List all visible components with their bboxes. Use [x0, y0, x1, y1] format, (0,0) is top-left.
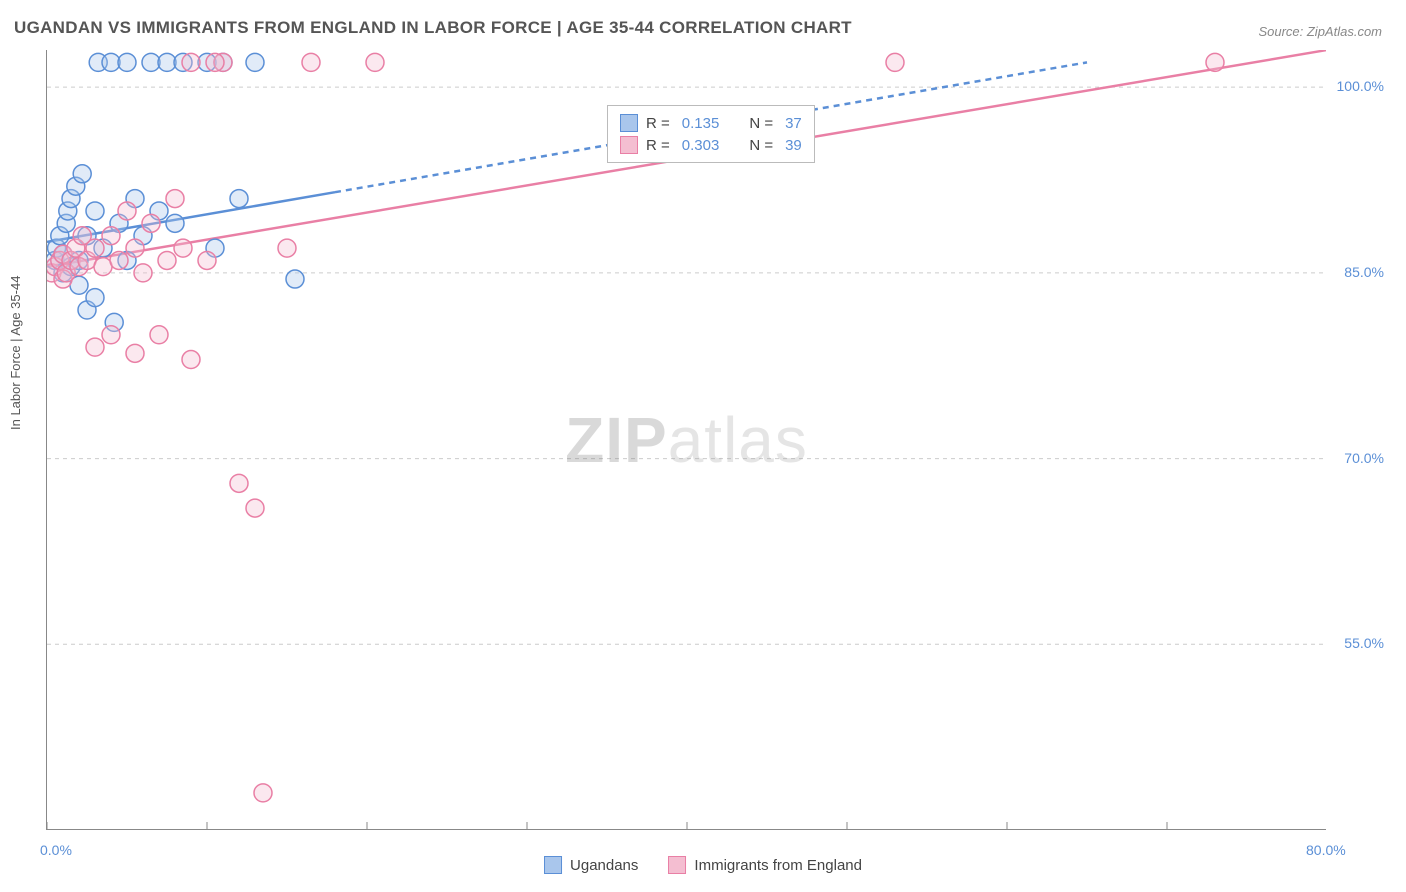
scatter-plot-svg — [47, 50, 1326, 829]
x-tick-label: 0.0% — [40, 842, 72, 858]
correlation-legend: R = 0.135 N = 37 R = 0.303 N = 39 — [607, 105, 815, 163]
legend-swatch — [620, 136, 638, 154]
series-legend-item: Immigrants from England — [668, 856, 862, 874]
legend-n-value: 39 — [785, 137, 802, 154]
source-attribution: Source: ZipAtlas.com — [1258, 24, 1382, 39]
plot-area: ZIPatlas R =0.135N =37R =0.303N =39 — [46, 50, 1326, 830]
legend-r-value: 0.303 — [682, 137, 720, 154]
series-legend: Ugandans Immigrants from England — [544, 856, 862, 874]
legend-row: R = 0.135 N = 37 — [620, 112, 802, 134]
legend-r-value: 0.135 — [682, 115, 720, 132]
y-tick-label: 55.0% — [1344, 635, 1384, 651]
y-tick-label: 85.0% — [1344, 264, 1384, 280]
legend-row: R = 0.303 N = 39 — [620, 134, 802, 156]
x-tick-label: 80.0% — [1306, 842, 1346, 858]
series-legend-label: Ugandans — [570, 857, 638, 874]
legend-r-label: R = — [646, 115, 670, 132]
y-axis-label: In Labor Force | Age 35-44 — [8, 276, 23, 430]
legend-n-label: N = — [749, 137, 773, 154]
y-tick-label: 70.0% — [1344, 450, 1384, 466]
legend-swatch — [620, 114, 638, 132]
legend-swatch — [668, 856, 686, 874]
series-legend-item: Ugandans — [544, 856, 638, 874]
legend-n-label: N = — [749, 115, 773, 132]
legend-swatch — [544, 856, 562, 874]
series-legend-label: Immigrants from England — [694, 857, 862, 874]
legend-n-value: 37 — [785, 115, 802, 132]
y-tick-label: 100.0% — [1337, 78, 1384, 94]
legend-r-label: R = — [646, 137, 670, 154]
chart-title: UGANDAN VS IMMIGRANTS FROM ENGLAND IN LA… — [14, 18, 852, 38]
